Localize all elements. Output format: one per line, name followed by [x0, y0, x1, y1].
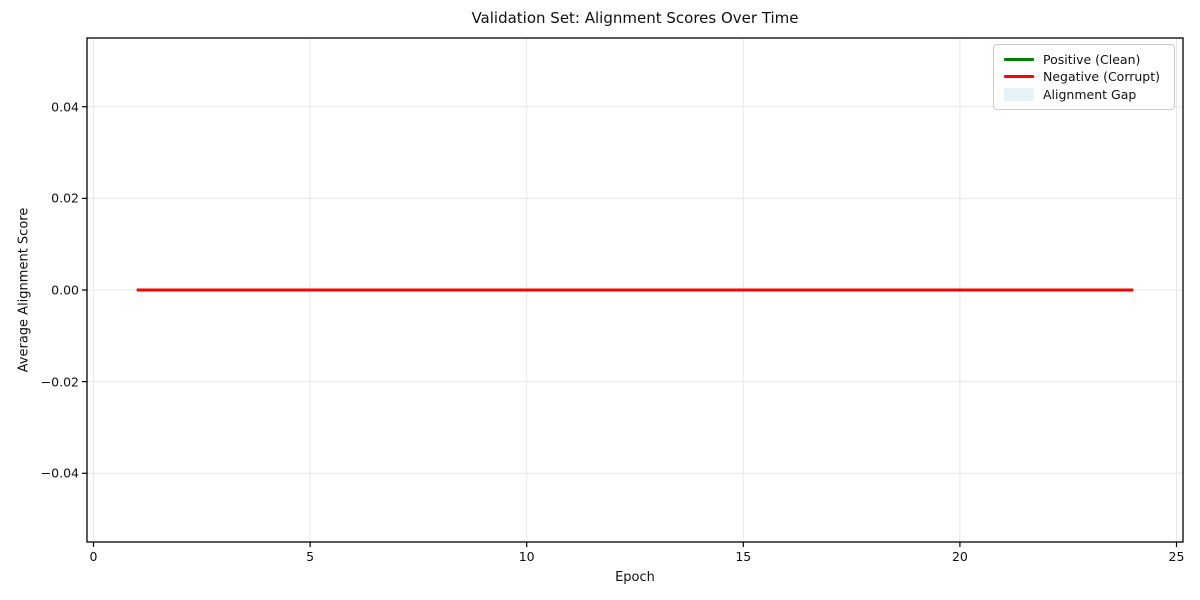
legend-line-swatch-negative: [1004, 75, 1034, 79]
legend-item-positive: Positive (Clean): [1004, 51, 1164, 68]
x-tick-label: 5: [306, 549, 315, 564]
y-tick-label: 0.04: [51, 99, 79, 115]
y-tick-label: −0.02: [40, 374, 79, 390]
legend-label: Negative (Corrupt): [1043, 69, 1161, 85]
chart-title: Validation Set: Alignment Scores Over Ti…: [471, 9, 799, 27]
legend-item-gap: Alignment Gap: [1004, 86, 1164, 103]
y-tick-label: 0.02: [51, 190, 79, 206]
legend-line-swatch-positive: [1004, 58, 1034, 62]
x-axis-label: Epoch: [615, 570, 655, 585]
x-tick-label: 15: [735, 549, 752, 564]
legend: Positive (Clean) Negative (Corrupt) Alig…: [993, 44, 1175, 110]
x-tick-label: 20: [951, 549, 968, 564]
legend-label: Alignment Gap: [1043, 86, 1137, 102]
legend-item-negative: Negative (Corrupt): [1004, 68, 1164, 85]
x-tick-label: 25: [1168, 549, 1185, 564]
x-tick-label: 10: [518, 549, 535, 564]
y-tick-label: 0.00: [51, 282, 79, 298]
legend-label: Positive (Clean): [1043, 52, 1141, 68]
legend-patch-swatch-gap: [1004, 87, 1034, 101]
x-tick-label: 0: [89, 549, 98, 564]
y-tick-label: −0.04: [40, 465, 79, 481]
